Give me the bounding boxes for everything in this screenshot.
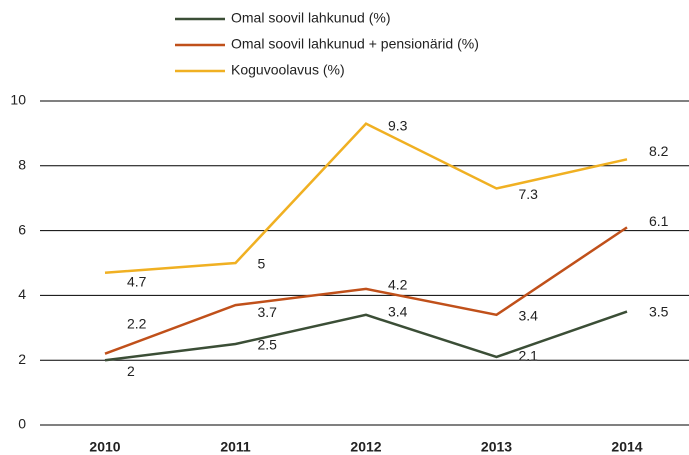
x-tick-label: 2012 [350,439,381,455]
data-label: 4.2 [388,277,408,293]
y-tick-label: 0 [18,416,26,432]
x-tick-label: 2010 [89,439,120,455]
data-label: 3.4 [519,308,539,324]
y-tick-label: 4 [18,286,26,302]
data-label: 3.4 [388,304,408,320]
y-tick-label: 6 [18,221,26,237]
data-label: 8.2 [649,143,669,159]
legend-label: Koguvoolavus (%) [231,62,345,78]
data-label: 7.3 [519,186,539,202]
data-label: 4.7 [127,273,147,289]
y-tick-label: 10 [10,92,26,108]
data-label: 6.1 [649,213,669,229]
series-line [104,310,628,362]
series-line [104,122,628,274]
data-label: 5 [258,256,266,272]
x-tick-label: 2011 [220,439,251,455]
x-tick-label: 2014 [611,439,642,455]
data-label: 3.7 [258,304,278,320]
series-line [104,226,628,355]
x-tick-label: 2013 [481,439,512,455]
legend-label: Omal soovil lahkunud (%) [231,10,391,26]
y-tick-label: 8 [18,157,26,173]
data-label: 2 [127,363,135,379]
legend-label: Omal soovil lahkunud + pensionärid (%) [231,36,479,52]
y-tick-label: 2 [18,351,26,367]
data-label: 9.3 [388,117,408,133]
data-label: 2.2 [127,315,147,331]
data-label: 2.1 [519,348,539,364]
data-label: 2.5 [258,337,278,353]
data-label: 3.5 [649,303,669,319]
